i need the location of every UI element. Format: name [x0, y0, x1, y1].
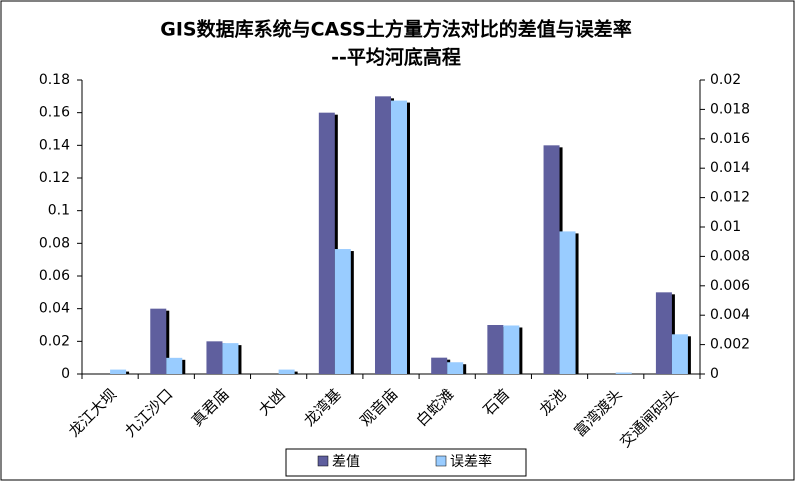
legend-swatch — [435, 455, 447, 467]
y2-tick-label: 0.012 — [710, 190, 750, 206]
bar — [543, 145, 560, 374]
bar — [206, 341, 223, 374]
y-tick-label: 0.16 — [39, 105, 70, 121]
bar — [447, 362, 464, 374]
bar — [166, 357, 183, 374]
bar — [391, 100, 407, 374]
y-tick-label: 0.18 — [39, 72, 70, 88]
legend-label: 误差率 — [450, 453, 492, 470]
bar — [615, 372, 632, 374]
legend-swatch — [317, 455, 329, 467]
legend-label: 差值 — [332, 454, 360, 470]
y-tick-label: 0.04 — [39, 301, 70, 317]
chart-subtitle: --平均河底高程 — [331, 46, 461, 69]
bar — [375, 96, 391, 374]
bar — [110, 369, 127, 374]
bar — [222, 343, 239, 374]
y2-tick-label: 0.014 — [710, 160, 750, 176]
y2-tick-label: 0.006 — [710, 278, 750, 294]
bar — [318, 112, 335, 375]
bar — [278, 369, 295, 374]
y-tick-label: 0 — [61, 366, 70, 382]
chart-title: GIS数据库系统与CASS土方量方法对比的差值与误差率 — [160, 18, 632, 41]
y-tick-label: 0.08 — [39, 235, 70, 251]
bar — [334, 249, 351, 374]
y2-tick-label: 0.01 — [710, 219, 741, 235]
y2-tick-label: 0.002 — [710, 337, 750, 353]
bar — [559, 231, 576, 374]
y-tick-label: 0.02 — [39, 333, 70, 349]
y2-tick-label: 0.02 — [710, 72, 741, 88]
bar — [503, 325, 520, 374]
y2-tick-label: 0.004 — [710, 307, 750, 323]
y-tick-label: 0.06 — [39, 268, 70, 284]
y2-tick-label: 0.016 — [710, 131, 750, 147]
y-tick-label: 0.12 — [39, 170, 70, 186]
y2-tick-label: 0.008 — [710, 248, 750, 264]
y2-tick-label: 0.018 — [710, 101, 750, 117]
bar — [671, 334, 688, 374]
bar — [431, 357, 448, 374]
bar — [150, 308, 167, 374]
y2-tick-label: 0 — [710, 366, 719, 382]
bar — [487, 325, 504, 374]
bar — [655, 292, 672, 374]
y-tick-label: 0.1 — [48, 203, 70, 219]
y-tick-label: 0.14 — [39, 137, 70, 153]
